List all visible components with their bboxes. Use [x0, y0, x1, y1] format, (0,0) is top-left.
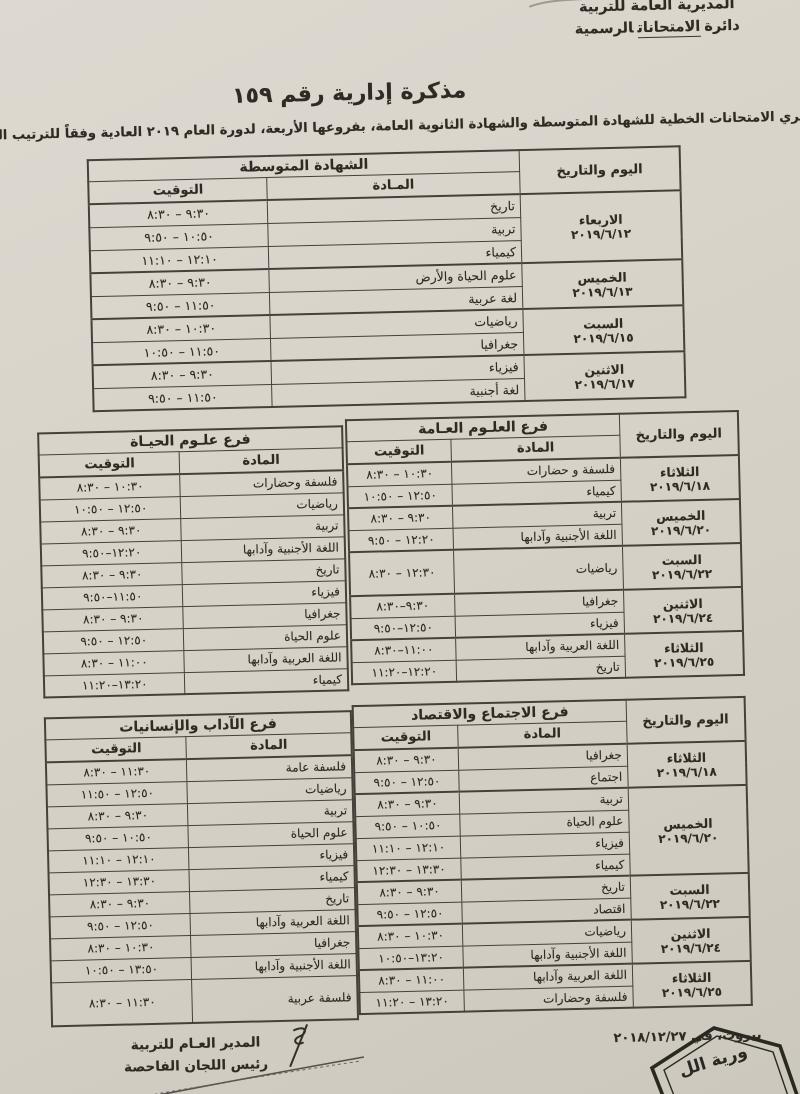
ministry-header: المديرية العامة للتربية دائرةالامتحاناتا… — [572, 0, 742, 41]
general-sciences-day-date: ٢٠١٩/٦/٢٢ — [651, 566, 713, 582]
sociology-economics-day-date: ٢٠١٩/٦/٢٥ — [661, 984, 723, 1000]
general-sciences-subject-cell: تاريخ — [456, 655, 626, 682]
life-sciences-table-container: فرع علـوم الحيـاة المادة التوقيت فلسفة وحضا… — [37, 425, 350, 699]
life-sciences-subject-cell: كيمياء — [184, 668, 349, 695]
sociology-economics-table-container: اليوم والتاريخ فرع الاجتماع والاقتصاد الما… — [351, 695, 753, 1016]
sociology-economics-time-cell: ١٣:٣٠ – ١٢:٣٠ — [356, 857, 462, 883]
general-sciences-time-cell: ١٢:٥٠–٩:٥٠ — [350, 615, 456, 641]
sociology-economics-time-cell: ٩:٣٠ – ٨:٣٠ — [354, 791, 460, 817]
sociology-economics-time-cell: ١٠:٣٠ – ٨:٣٠ — [357, 923, 463, 949]
life-sciences-time-header: التوقيت — [38, 451, 181, 478]
general-sciences-day-date-header: اليوم والتاريخ — [619, 411, 739, 458]
general-sciences-subject-cell: رياضيات — [453, 545, 624, 594]
intermediate-day-date-header: اليوم والتاريخ — [519, 146, 681, 195]
general-sciences-time-cell: ١٢:٥٠ – ١٠:٥٠ — [347, 483, 453, 509]
department-name: دائرةالامتحاناتالرسمية — [574, 17, 740, 39]
literature-humanities-row: فلسفة عربية ١١:٣٠ – ٨:٣٠ — [51, 975, 359, 1027]
official-stamp-partial: ورية الل — [649, 1026, 799, 1094]
memo-intro-text: تجري الامتحانات الخطية للشهادة المتوسطة … — [0, 109, 800, 145]
sociology-economics-time-cell: ١٢:٥٠ – ٩:٥٠ — [357, 901, 463, 927]
general-sciences-day-cell: الثلاثاء ٢٠١٩/٦/١٨ — [620, 454, 740, 502]
general-sciences-day-cell: الاثنين ٢٠١٩/٦/٢٤ — [623, 586, 744, 634]
sociology-economics-time-header: التوقيت — [353, 725, 459, 751]
general-sciences-day-date: ٢٠١٩/٦/٢٥ — [653, 654, 715, 670]
sociology-economics-day-cell: الاثنين ٢٠١٩/٦/٢٤ — [631, 916, 751, 964]
general-sciences-day-cell: الثلاثاء ٢٠١٩/٦/٢٥ — [624, 630, 745, 678]
life-sciences-table: فرع علـوم الحيـاة المادة التوقيت فلسفة وحضا… — [37, 425, 350, 699]
intermediate-table: اليوم والتاريخ الشهادة المتوسطة المـادة الت… — [86, 145, 687, 413]
sociology-economics-time-cell: ١٠:٥٠ – ٩:٥٠ — [355, 813, 461, 839]
intermediate-day-date: ٢٠١٩/٦/١٢ — [570, 226, 632, 242]
sociology-economics-day-cell: السبت ٢٠١٩/٦/٢٢ — [630, 872, 750, 920]
general-sciences-table: اليوم والتاريخ فرع العلـوم العـامة المادة ا… — [344, 409, 746, 686]
sociology-economics-day-date: ٢٠١٩/٦/١٨ — [656, 764, 717, 780]
literature-humanities-table: فرع الآداب والإنسانيات المادة التوقيت فلسفة… — [43, 710, 360, 1028]
general-sciences-day-cell: السبت ٢٠١٩/٦/٢٢ — [622, 542, 742, 590]
literature-humanities-subject-cell: فلسفة عربية — [191, 975, 359, 1024]
intermediate-day-date: ٢٠١٩/٦/١٥ — [573, 329, 634, 346]
general-sciences-time-cell: ١٢:٣٠ – ٨:٣٠ — [349, 549, 455, 597]
general-sciences-time-header: التوقيت — [346, 439, 452, 465]
general-sciences-day-date: ٢٠١٩/٦/٢٤ — [652, 610, 714, 626]
sociology-economics-day-date: ٢٠١٩/٦/٢٤ — [660, 940, 722, 956]
literature-humanities-table-container: فرع الآداب والإنسانيات المادة التوقيت فلسفة… — [43, 710, 360, 1028]
sociology-economics-time-cell: ١٢:١٠ – ١١:١٠ — [355, 835, 461, 861]
sociology-economics-day-date-header: اليوم والتاريخ — [625, 696, 746, 744]
sociology-economics-day-date: ٢٠١٩/٦/٢٠ — [658, 830, 719, 846]
sociology-economics-time-cell: ١١:٠٠ – ٨:٣٠ — [358, 967, 464, 993]
sociology-economics-time-cell: ٩:٣٠ – ٨:٣٠ — [356, 879, 462, 905]
general-sciences-time-cell: ٩:٣٠–٨:٣٠ — [350, 593, 456, 619]
sociology-economics-subject-cell: فلسفة وحضارات — [463, 985, 634, 1012]
intermediate-subject-cell: لغة أجنبية — [271, 378, 525, 407]
intermediate-certificate-table-container: اليوم والتاريخ الشهادة المتوسطة المـادة الت… — [86, 145, 687, 413]
sociology-economics-day-date: ٢٠١٩/٦/٢٢ — [659, 896, 721, 912]
sociology-economics-time-cell: ١٣:٢٠–١٠:٥٠ — [358, 945, 464, 971]
general-sciences-day-date: ٢٠١٩/٦/٢٠ — [650, 522, 712, 538]
scan-cutoff-mark — [528, 0, 634, 8]
general-sciences-time-cell: ١١:٠٠–٨:٣٠ — [351, 637, 457, 663]
general-sciences-day-cell: الخميس ٢٠١٩/٦/٢٠ — [621, 498, 741, 546]
intermediate-day-cell: الخميس ٢٠١٩/٦/١٣ — [521, 259, 684, 310]
general-sciences-time-cell: ١٠:٣٠ – ٨:٣٠ — [346, 461, 453, 487]
literature-humanities-time-header: التوقيت — [45, 736, 187, 763]
sociology-economics-table: اليوم والتاريخ فرع الاجتماع والاقتصاد الما… — [351, 695, 753, 1016]
general-sciences-day-date: ٢٠١٩/٦/١٨ — [649, 478, 711, 494]
stamp-text: ورية الل — [677, 1041, 750, 1081]
sociology-economics-day-cell: الخميس ٢٠١٩/٦/٢٠ — [628, 784, 749, 876]
signature-stroke — [124, 1056, 365, 1094]
intermediate-day-date: ٢٠١٩/٦/١٧ — [574, 375, 635, 392]
sociology-economics-day-cell: الثلاثاء ٢٠١٩/٦/١٨ — [627, 740, 747, 788]
intermediate-day-cell: السبت ٢٠١٩/٦/١٥ — [522, 305, 685, 356]
intermediate-time-cell: ١١:٥٠ – ٩:٥٠ — [93, 383, 273, 412]
intermediate-day-cell: الاربعاء ٢٠١٩/٦/١٢ — [520, 190, 683, 264]
intermediate-day-cell: الاثنين ٢٠١٩/٦/١٧ — [523, 351, 686, 402]
intermediate-day-date: ٢٠١٩/٦/١٣ — [572, 283, 633, 300]
signature-initial-mark — [289, 1023, 309, 1068]
general-sciences-time-cell: ١٢:٢٠–١١:٢٠ — [351, 659, 457, 685]
literature-humanities-time-cell: ١١:٣٠ – ٨:٣٠ — [51, 979, 194, 1027]
sociology-economics-time-cell: ١٢:٥٠ – ٩:٥٠ — [354, 769, 460, 795]
general-sciences-time-cell: ١٢:٢٠ – ٩:٥٠ — [348, 527, 454, 553]
general-sciences-time-cell: ٩:٣٠ – ٨:٣٠ — [348, 505, 454, 531]
sociology-economics-time-cell: ١٣:٢٠ – ١١:٢٠ — [359, 989, 465, 1015]
sociology-economics-time-cell: ٩:٣٠ – ٨:٣٠ — [353, 747, 459, 773]
sociology-economics-day-cell: الثلاثاء ٢٠١٩/٦/٢٥ — [632, 960, 752, 1008]
life-sciences-time-cell: ١٣:٢٠–١١:٢٠ — [43, 672, 186, 698]
memo-title: مذكرة إدارية رقم ١٥٩ — [231, 78, 467, 109]
general-sciences-table-container: اليوم والتاريخ فرع العلـوم العـامة المادة ا… — [344, 409, 746, 686]
